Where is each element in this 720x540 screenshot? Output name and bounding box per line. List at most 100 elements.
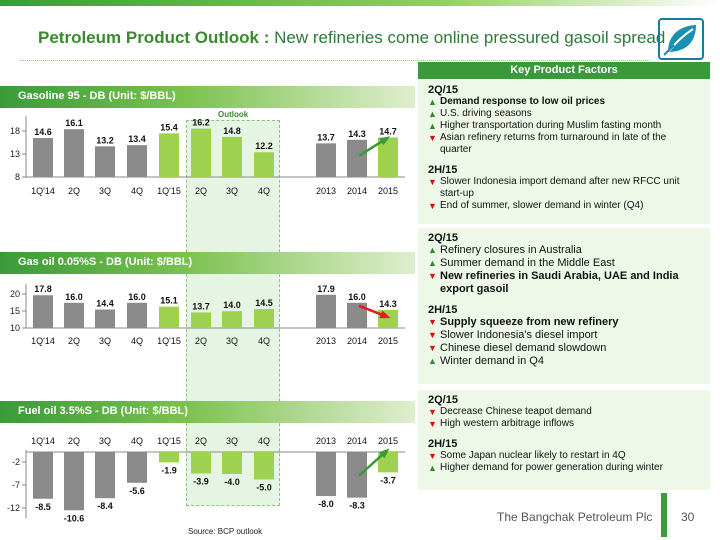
bar-value-label: -5.0 xyxy=(256,483,272,493)
up-triangle-icon: ▲ xyxy=(428,356,437,366)
factor-item-text: U.S. driving seasons xyxy=(440,108,532,119)
bar xyxy=(127,145,147,177)
page-title-main: Petroleum Product Outlook : xyxy=(38,28,275,47)
factor-item: ▼ Supply squeeze from new refinery xyxy=(428,316,700,329)
category-label: 2Q xyxy=(68,186,80,196)
factor-period-heading: 2Q/15 xyxy=(428,84,458,96)
bar-value-label: 12.2 xyxy=(255,141,273,151)
bar-value-label: -1.9 xyxy=(161,465,177,475)
bar xyxy=(64,452,84,511)
y-tick-label: 20 xyxy=(10,289,20,299)
y-tick-label: 15 xyxy=(10,306,20,316)
category-label: 2Q xyxy=(195,436,207,446)
category-label: 3Q xyxy=(99,436,111,446)
bar xyxy=(95,452,115,499)
category-label: 3Q xyxy=(99,336,111,346)
down-triangle-icon: ▼ xyxy=(428,407,437,417)
bar-value-label: -8.4 xyxy=(97,501,113,511)
category-label: 3Q xyxy=(226,436,238,446)
fueloil-band: Fuel oil 3.5%S - DB (Unit: $/BBL) xyxy=(0,401,415,423)
bar-value-label: 16.1 xyxy=(65,118,83,128)
category-label: 3Q xyxy=(99,186,111,196)
factor-item-text: Refinery closures in Australia xyxy=(440,244,582,256)
factor-item: ▲ Higher transportation during Muslim fas… xyxy=(428,120,700,132)
bar xyxy=(159,452,179,463)
y-tick-label: 8 xyxy=(15,172,20,182)
bar-value-label: 16.0 xyxy=(348,292,366,302)
bar xyxy=(347,452,367,498)
trend-arrow xyxy=(358,451,386,477)
down-triangle-icon: ▼ xyxy=(428,271,437,281)
factor-item: ▼ End of summer, slower demand in winter … xyxy=(428,200,700,212)
page-title-sub: New refineries come online pressured gas… xyxy=(274,28,666,47)
bar xyxy=(316,452,336,496)
top-accent-bar xyxy=(0,0,720,6)
bar-value-label: -8.5 xyxy=(35,502,51,512)
bar xyxy=(64,129,84,177)
fueloil-band-label: Fuel oil 3.5%S - DB (Unit: $/BBL) xyxy=(18,405,188,417)
category-label: 2Q xyxy=(195,186,207,196)
category-label: 1Q'14 xyxy=(31,436,55,446)
up-triangle-icon: ▲ xyxy=(428,97,437,107)
category-label: 4Q xyxy=(131,336,143,346)
gasoline-band-label: Gasoline 95 - DB (Unit: $/BBL) xyxy=(18,90,176,102)
outlook-label: Outlook xyxy=(218,110,249,119)
factor-item: ▼ Asian refinery returns from turnaround … xyxy=(428,132,700,156)
fueloil-chart: -2 -7 -12 -8.5 1Q'14 -10.6 2Q -8.4 3Q -5.6 4Q -1.9 1… xyxy=(7,436,405,523)
category-label: 2013 xyxy=(316,186,336,196)
bar-value-label: -5.6 xyxy=(129,486,145,496)
category-label: 3Q xyxy=(226,186,238,196)
factor-period-heading: 2Q/15 xyxy=(428,394,458,406)
bar-value-label: 15.1 xyxy=(160,296,178,306)
bar-value-label: 17.8 xyxy=(34,284,52,294)
bar xyxy=(254,309,274,328)
category-label: 4Q xyxy=(258,186,270,196)
factor-item-text: Demand response to low oil prices xyxy=(440,96,606,107)
factor-item-text: Some Japan nuclear likely to restart in … xyxy=(440,450,626,461)
factor-period-heading: 2H/15 xyxy=(428,438,458,450)
down-triangle-icon: ▼ xyxy=(428,343,437,353)
factor-item-text: Chinese diesel demand slowdown xyxy=(440,342,607,354)
bar-value-label: 14.6 xyxy=(34,127,52,137)
bar xyxy=(222,311,242,328)
bar xyxy=(378,137,398,177)
factor-item-text: Higher demand for power generation durin… xyxy=(440,462,663,473)
gasoline-chart: 18 13 8 14.6 1Q'14 16.1 2Q 13.2 3Q 13.4 4Q 15.4 1Q'1… xyxy=(10,116,405,196)
down-triangle-icon: ▼ xyxy=(428,133,437,143)
company-name: The Bangchak Petroleum Plc xyxy=(497,510,653,524)
bar-value-label: -10.6 xyxy=(64,513,85,523)
category-label: 2Q xyxy=(195,336,207,346)
factor-item-text: Decrease Chinese teapot demand xyxy=(440,406,592,417)
down-triangle-icon: ▼ xyxy=(428,451,437,461)
bar-value-label: 13.2 xyxy=(96,135,114,145)
factor-period-heading: 2H/15 xyxy=(428,304,458,316)
y-tick-label: 13 xyxy=(10,149,20,159)
factor-item: ▲ Higher demand for power generation duri… xyxy=(428,462,700,474)
category-label: 3Q xyxy=(226,336,238,346)
bar xyxy=(378,309,398,328)
down-triangle-icon: ▼ xyxy=(428,419,437,429)
down-triangle-icon: ▼ xyxy=(428,177,437,187)
factor-item-text: High western arbitrage inflows xyxy=(440,418,574,429)
bar-value-label: 14.0 xyxy=(223,300,241,310)
category-label: 1Q'15 xyxy=(157,436,181,446)
factor-item-text: Slower Indonesia import demand after new… xyxy=(440,176,680,199)
factor-item: ▼ Some Japan nuclear likely to restart in… xyxy=(428,450,700,462)
up-triangle-icon: ▲ xyxy=(428,258,437,268)
bar-value-label: 16.2 xyxy=(192,118,210,128)
category-label: 2014 xyxy=(347,186,367,196)
bar xyxy=(191,452,211,474)
bar xyxy=(95,309,115,328)
bar-value-label: 14.5 xyxy=(255,298,273,308)
bar xyxy=(159,133,179,177)
category-label: 1Q'14 xyxy=(31,186,55,196)
factor-item-text: Winter demand in Q4 xyxy=(440,355,544,367)
bar xyxy=(222,452,242,474)
factor-item: ▲ Summer demand in the Middle East xyxy=(428,257,700,270)
category-label: 4Q xyxy=(258,436,270,446)
bar-value-label: 14.8 xyxy=(223,126,241,136)
down-triangle-icon: ▼ xyxy=(428,317,437,327)
category-label: 2013 xyxy=(316,436,336,446)
bar-value-label: 16.0 xyxy=(65,292,83,302)
factor-item: ▲ U.S. driving seasons xyxy=(428,108,700,120)
